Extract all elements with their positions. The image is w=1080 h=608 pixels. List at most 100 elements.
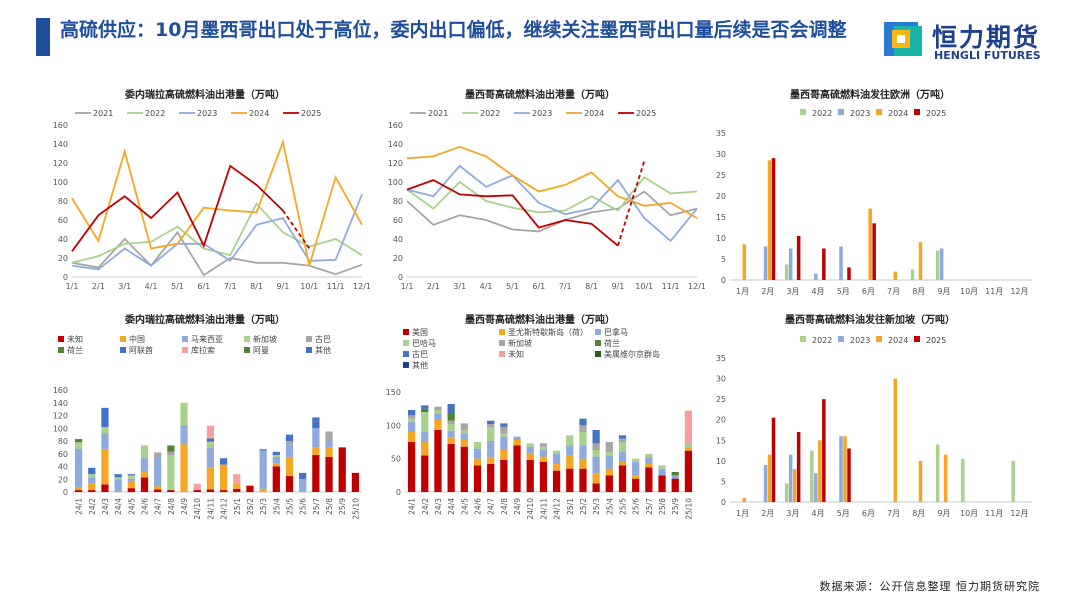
x-tick-label: 24/2 [88, 498, 97, 515]
y-tick-label: 100 [53, 178, 68, 187]
bar-segment [74, 439, 83, 443]
bar-segment [88, 477, 96, 484]
legend-label: 新加坡 [253, 334, 277, 344]
y-tick-label: 10 [716, 457, 726, 466]
bar-segment [684, 450, 693, 492]
bar [788, 248, 793, 280]
bar-segment [206, 489, 215, 492]
legend-swatch [58, 347, 64, 353]
bar [810, 450, 814, 502]
bar-segment [473, 448, 482, 459]
bar [792, 469, 797, 502]
y-tick-label: 25 [716, 171, 726, 180]
bar-segment [101, 407, 109, 427]
y-tick-label: 100 [53, 424, 68, 433]
x-tick-label: 25/10 [684, 498, 693, 520]
legend-swatch [182, 336, 188, 342]
x-tick-label: 11/1 [662, 282, 680, 291]
data-source: 数据来源：公开信息整理 恒力期货研究院 [819, 580, 1040, 593]
series-line [71, 164, 284, 252]
bar-segment [421, 405, 429, 409]
y-tick-label: 35 [716, 129, 726, 138]
bar-segment [579, 458, 587, 469]
bar-segment [658, 465, 666, 469]
bar-segment [434, 413, 442, 420]
bar-segment [272, 466, 280, 492]
bar [742, 497, 747, 502]
bar-segment [618, 452, 627, 462]
y-tick-label: 20 [58, 475, 68, 484]
bar-segment [127, 478, 135, 482]
x-tick-label: 5月 [837, 509, 850, 518]
bar-segment [500, 426, 508, 434]
y-tick-label: 60 [393, 216, 403, 225]
bar-segment [154, 486, 162, 490]
bar-segment [434, 410, 442, 414]
legend-label: 荷兰 [604, 338, 620, 348]
legend-swatch [182, 347, 188, 353]
y-tick-label: 20 [58, 254, 68, 263]
x-tick-label: 1/1 [401, 282, 414, 291]
x-tick-label: 1/1 [66, 282, 79, 291]
x-tick-label: 9月 [937, 287, 950, 296]
bar-segment [500, 423, 508, 427]
y-tick-label: 20 [716, 192, 726, 201]
y-tick-label: 0 [63, 273, 68, 282]
bar-segment [605, 468, 613, 476]
x-tick-label: 1月 [736, 509, 749, 518]
legend-swatch [876, 109, 882, 115]
legend-swatch [800, 109, 806, 115]
bar-segment [684, 447, 693, 451]
bar-segment [684, 410, 693, 444]
x-tick-label: 2/1 [92, 282, 105, 291]
legend-swatch [120, 336, 126, 342]
bar-segment [233, 474, 241, 484]
y-tick-label: 80 [58, 437, 68, 446]
x-tick-label: 10/1 [300, 282, 318, 291]
series-line [406, 190, 698, 233]
legend-label: 2023 [850, 109, 870, 118]
x-tick-label: 25/4 [272, 498, 281, 515]
x-tick-label: 4/1 [145, 282, 158, 291]
legend-label: 2022 [145, 109, 165, 118]
series-line-forecast [282, 209, 311, 250]
bar [935, 250, 940, 280]
x-tick-label: 24/11 [539, 498, 548, 520]
bar-segment [605, 452, 613, 456]
legend-swatch [306, 336, 312, 342]
bar-segment [605, 455, 613, 469]
x-tick-label: 6月 [862, 509, 875, 518]
bar-segment [500, 460, 508, 492]
chart-venezuela-line: 委内瑞拉高硫燃料油出港量（万吨） 2021 2022 2023 2024 2025 0 20 4… [53, 88, 370, 291]
bar-segment [285, 441, 294, 445]
legend-label: 巴哈马 [412, 338, 436, 348]
y-tick-label: 10 [716, 234, 726, 243]
bar-segment [473, 442, 482, 449]
y-tick-label: 0 [396, 488, 401, 497]
bar-segment [299, 479, 307, 492]
bar-segment [645, 464, 653, 468]
bar-segment [526, 446, 534, 454]
bar-segment [167, 445, 175, 452]
bar-segment [272, 456, 280, 464]
logo-name: 恒力期货 [932, 23, 1041, 52]
x-tick-label: 25/8 [325, 498, 334, 515]
legend-label: 2023 [532, 109, 552, 118]
bar-segment [312, 455, 320, 492]
legend-label: 阿联酋 [129, 345, 153, 355]
bar-segment [407, 422, 416, 432]
legend-label: 圣尤斯特歇斯岛（荷） [508, 327, 588, 337]
legend-label: 2022 [812, 109, 832, 118]
y-tick-label: 30 [716, 375, 726, 384]
bar-segment [206, 448, 215, 468]
x-tick-label: 24/3 [101, 498, 110, 515]
series-line [71, 230, 363, 277]
bar-segment [618, 442, 627, 452]
bar-segment [259, 449, 267, 451]
bar-segment [312, 447, 320, 456]
x-tick-label: 25/4 [605, 498, 614, 515]
bar-segment [592, 483, 600, 492]
bar-segment [101, 426, 109, 434]
bar-segment [101, 433, 109, 450]
